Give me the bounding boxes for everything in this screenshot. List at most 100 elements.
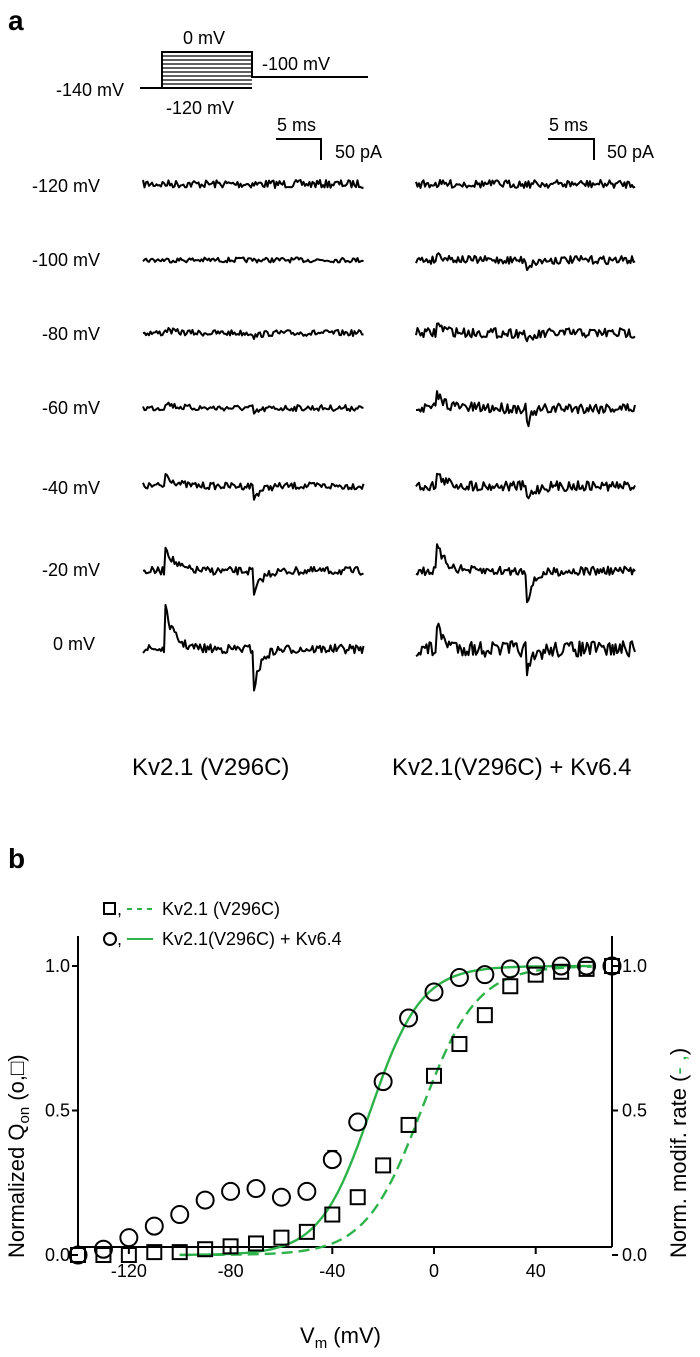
data-point-circle [348,1112,368,1132]
y-left-tick-label: 1.0 [45,956,70,976]
data-point-square [426,1067,442,1084]
y-right-tick-label: 0.5 [622,1101,647,1121]
x-axis-label-sub: m [315,1335,328,1352]
legend-comma-2: , [117,929,122,949]
x-tick-label: -120 [111,1261,147,1281]
y-right-tick-label: 1.0 [622,956,647,976]
voltage-protocol: -140 mV 0 mV -120 mV -100 mV [56,28,368,118]
current-traces [142,179,636,692]
row-label-0: 0 mV [53,634,95,654]
y-left-label-suffix: (o,□) [4,1054,29,1106]
protocol-post-label: -100 mV [262,54,330,74]
data-point-circle [144,1216,164,1236]
fit-curves [179,964,592,1257]
data-point-square [375,1157,392,1174]
y-left-label-sub: on [16,1107,33,1124]
scale-bar-time-left: 5 ms [277,115,316,135]
y-right-label-glyph: - , [666,1055,691,1075]
data-point-square [324,1206,341,1223]
data-point-circle [322,1150,342,1170]
current-trace [142,546,364,596]
data-point-square [197,1241,214,1258]
legend-comma-1: , [117,899,122,919]
protocol-hold-label: -140 mV [56,80,124,100]
plot-area: -120 -80 -40 0 40 0.0 0.0 0.5 0.5 1.0 1.0 [45,936,647,1281]
scale-bar-left: 5 ms 50 pA [276,115,382,162]
fit-curve [179,965,592,1257]
x-tick-label: 0 [429,1261,439,1281]
data-point-circle [373,1072,393,1092]
data-point-square [146,1244,163,1261]
y-right-label-suffix: ) [666,1048,691,1055]
current-trace [142,603,365,692]
panel-b-label: b [8,843,25,874]
current-trace [415,252,636,271]
data-point-square [248,1235,264,1252]
scale-bar-right: 5 ms 50 pA [548,115,654,162]
data-point-circle [551,956,571,976]
data-point-circle [195,1190,215,1210]
axis-ticks: -120 -80 -40 0 40 0.0 0.0 0.5 0.5 1.0 1.0 [45,956,647,1281]
data-point-circle [577,956,597,976]
x-axis-label: Vm (mV) [300,1323,381,1352]
data-point-circle [602,956,622,976]
legend-label-kv21: Kv2.1 (V296C) [162,899,280,919]
data-points [68,956,622,1265]
current-trace [142,327,364,340]
protocol-top-label: 0 mV [183,28,225,48]
protocol-bottom-label: -120 mV [166,98,234,118]
legend: , Kv2.1 (V296C) , Kv2.1(V296C) + Kv6.4 [103,899,342,949]
y-axis-right-label: Norm. modif. rate (- ,) [666,1048,691,1258]
x-tick-label: -40 [319,1261,345,1281]
current-trace [142,256,364,264]
data-point-circle [119,1228,139,1248]
data-point-square [70,1247,86,1263]
data-point-circle [500,959,520,979]
data-point-square [604,958,620,974]
row-label-minus120: -120 mV [32,176,100,196]
scale-bar-current-right: 50 pA [607,142,654,162]
data-point-circle [93,1239,113,1259]
data-point-square [120,1247,137,1263]
data-point-square [349,1189,366,1206]
current-trace [142,473,365,501]
current-trace [415,543,636,604]
current-trace [142,401,364,415]
data-point-circle [246,1179,266,1199]
x-axis-label-unit: (mV) [327,1323,381,1348]
current-trace [416,390,636,428]
data-point-circle [170,1205,190,1225]
row-label-minus60: -60 mV [42,398,100,418]
data-point-square [222,1238,239,1255]
condition-label-kv21: Kv2.1 (V296C) [132,754,289,781]
data-point-square [400,1116,417,1133]
data-point-square [171,1244,188,1261]
legend-label-kv21-kv64: Kv2.1(V296C) + Kv6.4 [162,929,342,949]
data-point-square [527,966,544,983]
data-point-circle [68,1245,88,1265]
data-point-circle [449,968,469,988]
protocol-steps [162,55,252,85]
row-label-minus40: -40 mV [42,478,100,498]
legend-circle-marker [103,932,117,946]
y-left-label-main: Normalized Q [4,1124,29,1258]
y-right-label-main: Norm. modif. rate ( [666,1074,691,1258]
data-point-square [502,978,519,995]
current-trace [415,179,636,189]
data-point-square [476,1007,493,1024]
y-left-tick-label: 0.5 [45,1101,70,1121]
y-right-tick-label: 0.0 [622,1245,647,1265]
scale-bar-time-right: 5 ms [549,115,588,135]
y-left-tick-label: 0.0 [45,1245,70,1265]
data-point-circle [271,1187,291,1207]
data-point-circle [221,1181,241,1201]
current-trace [415,322,636,343]
current-trace [415,472,636,500]
condition-label-kv21-kv64: Kv2.1(V296C) + Kv6.4 [392,754,631,781]
panel-a-label: a [8,5,24,36]
current-trace [415,622,636,677]
y-axis-left-label: Normalized Qon (o,□) [4,1054,33,1258]
fit-curve [179,964,592,1257]
x-axis-label-main: V [300,1323,315,1348]
current-trace [142,179,364,189]
